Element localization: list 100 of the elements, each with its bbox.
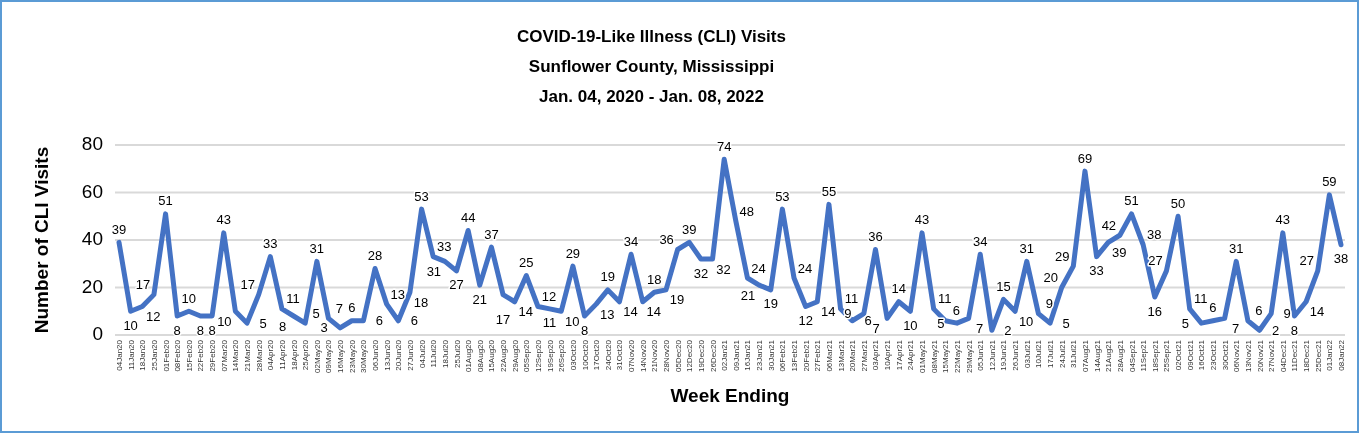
data-label: 33 [1089,263,1104,279]
x-tick-label: 20Jun20 [394,339,404,371]
data-label: 12 [146,309,161,324]
x-axis-title: Week Ending [670,385,790,406]
data-label: 7 [872,320,880,336]
data-label: 43 [1275,212,1291,228]
data-label: 14 [891,281,906,297]
x-tick-label: 26Dec20 [708,339,718,373]
data-label: 33 [436,239,452,255]
x-tick-label: 29Feb20 [208,339,218,372]
x-tick-label: 01Jan22 [1325,339,1335,371]
data-label: 55 [821,183,837,199]
data-label: 19 [600,269,616,285]
data-label: 31 [309,240,325,256]
x-tick-label: 16Jan21 [743,339,753,371]
x-tick-label: 02May20 [312,339,322,373]
data-label: 27 [1148,253,1163,269]
x-tick-label: 06Mar21 [824,339,834,372]
x-tick-label: 17Oct20 [592,339,602,371]
data-label: 5 [1181,315,1189,331]
x-tick-label: 19Dec20 [696,339,706,373]
x-tick-label: 21Mar20 [243,339,253,372]
x-tick-label: 27Feb21 [813,339,823,372]
x-tick-label: 23May20 [347,339,357,373]
x-tick-label: 18Dec21 [1302,339,1312,373]
x-tick-label: 08Aug20 [475,339,485,373]
y-axis-title: Number of CLI Visits [31,146,52,334]
data-label: 8 [580,322,589,338]
data-label: 15 [996,278,1011,294]
data-label: 8 [196,322,205,338]
x-tick-label: 19Jun21 [999,339,1009,371]
x-tick-label: 27Jun20 [405,339,415,371]
data-label: 42 [1101,217,1117,233]
data-label: 53 [775,188,790,204]
x-tick-label: 24Apr21 [906,339,916,371]
x-tick-label: 18Jul20 [440,339,450,369]
x-tick-label: 07Mar20 [219,339,229,372]
data-label: 14 [646,304,661,320]
x-tick-label: 22Aug20 [499,339,509,373]
data-label: 8 [208,322,216,338]
x-tick-label: 30May20 [359,339,369,373]
y-tick-label: 0 [92,323,103,345]
data-label: 21 [740,287,756,303]
data-label: 17 [135,277,151,293]
data-label: 6 [952,303,960,319]
data-label: 39 [682,221,697,237]
data-label: 6 [1209,300,1217,316]
x-tick-label: 20Mar21 [848,339,858,372]
data-label: 9 [1045,296,1054,312]
x-tick-label: 18Apr20 [289,339,299,371]
x-tick-label: 09May20 [324,339,334,373]
x-tick-label: 09Oct21 [1185,339,1195,371]
data-label: 10 [217,313,232,329]
x-tick-label: 11Jan20 [126,339,136,371]
data-label: 10 [903,317,918,333]
data-label: 7 [975,320,984,336]
data-label: 29 [565,245,581,261]
data-label: 9 [1283,306,1291,322]
data-label: 12 [541,289,557,304]
x-tick-label: 12Jun21 [987,339,997,371]
data-label: 50 [1170,195,1186,211]
data-label: 17 [495,312,511,328]
x-tick-label: 23Jan21 [755,339,765,371]
data-label: 11 [286,291,300,307]
x-tick-label: 05Sep20 [522,339,532,373]
y-tick-label: 80 [81,133,103,155]
data-label: 10 [181,290,197,306]
data-label: 27 [1299,253,1314,269]
x-tick-label: 10Oct20 [580,339,590,371]
x-tick-label: 07Aug21 [1080,339,1090,373]
x-tick-label: 18Jan20 [138,339,148,371]
data-label: 14 [1309,304,1325,320]
data-label: 5 [937,315,945,331]
data-label: 34 [623,233,639,249]
data-label: 27 [449,277,464,293]
x-tick-label: 29May21 [964,339,974,373]
data-label: 14 [821,304,836,320]
x-tick-label: 06Jun20 [371,339,381,371]
data-label: 38 [1333,251,1349,267]
x-tick-label: 03Oct20 [568,339,578,371]
x-tick-label: 13Jun20 [382,339,392,371]
data-label: 10 [123,317,138,333]
data-label: 32 [693,265,709,281]
data-label: 6 [375,313,384,329]
x-tick-label: 13Nov21 [1243,339,1253,373]
data-label: 18 [647,271,662,287]
data-label: 5 [259,315,267,331]
data-label: 8 [173,322,181,338]
x-tick-label: 15Feb20 [184,339,194,372]
x-tick-label: 02Oct21 [1174,339,1184,371]
data-label: 36 [868,229,883,244]
x-tick-label: 01Feb20 [161,339,171,372]
x-tick-label: 01May21 [918,339,928,373]
x-tick-label: 04Jul20 [417,339,427,369]
x-tick-label: 02Jan21 [720,339,730,371]
x-tick-label: 04Dec21 [1278,339,1288,373]
data-label: 32 [716,261,731,277]
x-tick-label: 31Jul21 [1069,339,1079,369]
x-tick-label: 30Jan21 [766,339,776,371]
x-tick-label: 04Jan20 [115,339,124,371]
